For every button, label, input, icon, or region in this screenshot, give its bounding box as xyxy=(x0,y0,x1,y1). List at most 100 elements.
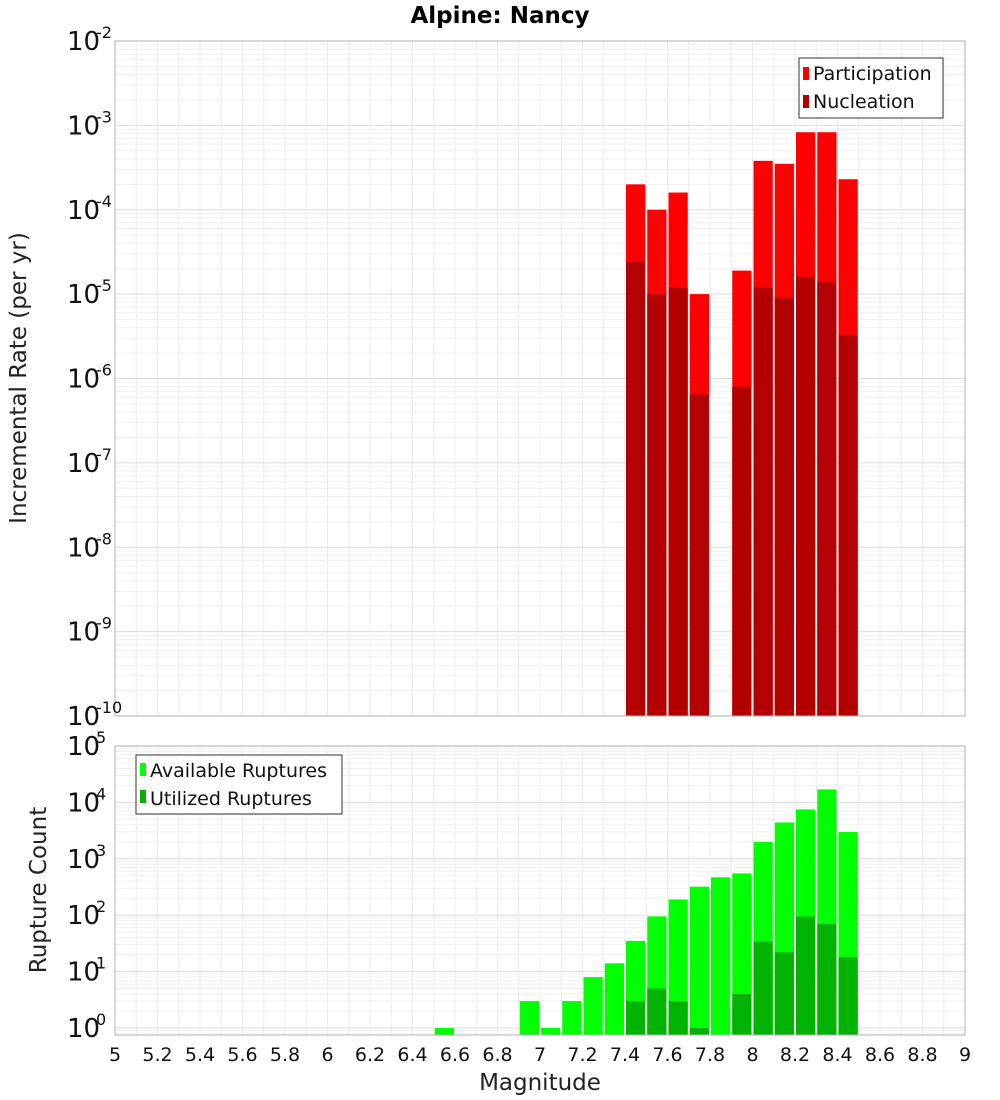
count-bar-series-2 xyxy=(732,994,752,1035)
rate-bar-series-2 xyxy=(647,294,667,716)
x-tick-label: 8.4 xyxy=(822,1044,852,1066)
count-y-tick-label: 10 xyxy=(67,788,100,818)
legend-swatch-nucleation xyxy=(803,95,809,108)
count-bar-series-1 xyxy=(562,1001,582,1035)
legend-swatch-available xyxy=(140,763,146,776)
rate-y-tick-exponent: -5 xyxy=(96,276,112,295)
legend-label-available: Available Ruptures xyxy=(150,760,327,782)
count-y-tick-label: 10 xyxy=(67,958,100,988)
x-tick-label: 5.8 xyxy=(270,1044,300,1066)
rate-bar-series-2 xyxy=(626,262,646,716)
rate-bars xyxy=(626,132,858,717)
count-bar-series-2 xyxy=(774,952,794,1035)
x-axis-title: Magnitude xyxy=(479,1070,601,1096)
count-bar-series-2 xyxy=(817,923,837,1035)
rate-y-tick-label: 10 xyxy=(67,27,100,57)
count-bar-series-1 xyxy=(519,1001,539,1035)
legend-swatch-utilized xyxy=(140,790,146,803)
x-tick-label: 7 xyxy=(534,1044,546,1066)
count-bar-series-1 xyxy=(583,977,603,1035)
legend-label-nucleation: Nucleation xyxy=(813,91,915,113)
count-x-ticks: 5 5.2 5.4 5.6 5.8 6 6.2 6.4 6.6 6.8 7 7.2 7.4 7.6 7.8 8… xyxy=(109,1044,971,1066)
count-bar-series-2 xyxy=(668,1001,688,1035)
x-tick-label: 5.6 xyxy=(227,1044,257,1066)
rate-y-tick-exponent: -2 xyxy=(96,23,112,42)
rate-y-tick-label: 10 xyxy=(67,449,100,479)
rate-y-tick-label: 10 xyxy=(67,618,100,648)
chart-title: Alpine: Nancy xyxy=(411,3,590,29)
count-bar-series-2 xyxy=(796,916,816,1035)
x-tick-label: 8 xyxy=(746,1044,758,1066)
x-tick-label: 7.6 xyxy=(652,1044,682,1066)
rate-bar-series-2 xyxy=(668,287,688,716)
x-tick-label: 7.4 xyxy=(610,1044,640,1066)
rate-legend-box xyxy=(798,57,944,119)
rate-y-tick-exponent: -8 xyxy=(96,529,112,548)
count-bar-series-1 xyxy=(434,1027,454,1035)
count-y-tick-exponent: 5 xyxy=(96,728,106,747)
rate-y-tick-exponent: -3 xyxy=(96,107,112,126)
x-tick-label: 6.2 xyxy=(355,1044,385,1066)
rate-y-tick-label: 10 xyxy=(67,196,100,226)
count-bar-series-1 xyxy=(604,963,624,1035)
x-tick-label: 5 xyxy=(109,1044,121,1066)
count-bar-series-1 xyxy=(689,886,709,1035)
rate-y-tick-label: 10 xyxy=(67,533,100,563)
count-y-tick-label: 10 xyxy=(67,901,100,931)
count-y-tick-label: 10 xyxy=(67,845,100,875)
count-bar-series-1 xyxy=(711,877,731,1035)
x-tick-label: 8.8 xyxy=(907,1044,937,1066)
x-tick-label: 8.2 xyxy=(780,1044,810,1066)
rate-y-tick-label: 10 xyxy=(67,111,100,141)
rate-y-tick-exponent: -9 xyxy=(96,614,112,633)
count-y-tick-exponent: 3 xyxy=(96,841,106,860)
count-bar-series-2 xyxy=(647,988,667,1035)
rate-y-tick-exponent: -4 xyxy=(96,192,112,211)
rate-y-axis-title: Incremental Rate (per yr) xyxy=(6,232,32,524)
x-tick-label: 5.4 xyxy=(185,1044,215,1066)
x-tick-label: 6.4 xyxy=(397,1044,427,1066)
rate-bar-series-2 xyxy=(817,281,837,716)
x-tick-label: 6 xyxy=(321,1044,333,1066)
rate-bar-series-2 xyxy=(732,386,752,716)
rate-bar-series-2 xyxy=(774,297,794,716)
x-tick-label: 7.2 xyxy=(567,1044,597,1066)
count-bar-series-2 xyxy=(838,957,858,1035)
count-y-axis-title: Rupture Count xyxy=(26,807,52,973)
count-legend: Available Ruptures Utilized Ruptures xyxy=(135,754,343,815)
x-tick-label: 5.2 xyxy=(142,1044,172,1066)
legend-swatch-participation xyxy=(803,67,809,80)
count-legend-box xyxy=(135,754,343,815)
rate-bar-series-2 xyxy=(689,394,709,716)
rate-y-tick-label: 10 xyxy=(67,280,100,310)
legend-label-utilized: Utilized Ruptures xyxy=(150,788,312,810)
rate-bar-series-2 xyxy=(838,334,858,716)
count-bars xyxy=(434,789,858,1035)
rate-y-tick-exponent: -6 xyxy=(96,361,112,380)
count-y-tick-exponent: 4 xyxy=(96,784,106,803)
count-bar-series-1 xyxy=(541,1027,561,1035)
count-bar-series-2 xyxy=(626,1001,646,1035)
count-plot-border xyxy=(114,745,966,1036)
rate-y-tick-label: 10 xyxy=(67,702,100,732)
count-y-tick-label: 10 xyxy=(67,732,100,762)
x-tick-label: 6.6 xyxy=(440,1044,470,1066)
rate-y-tick-label: 10 xyxy=(67,365,100,395)
rate-plot-border xyxy=(114,40,966,717)
count-bar-series-2 xyxy=(689,1027,709,1035)
count-y-tick-exponent: 0 xyxy=(96,1010,106,1029)
rate-bar-series-2 xyxy=(796,276,816,716)
legend-label-participation: Participation xyxy=(813,63,932,85)
rate-legend: Participation Nucleation xyxy=(798,57,944,119)
x-tick-label: 8.6 xyxy=(865,1044,895,1066)
x-tick-label: 6.8 xyxy=(482,1044,512,1066)
count-bar-series-2 xyxy=(753,941,773,1035)
count-y-tick-label: 10 xyxy=(67,1014,100,1044)
x-tick-label: 9 xyxy=(959,1044,971,1066)
